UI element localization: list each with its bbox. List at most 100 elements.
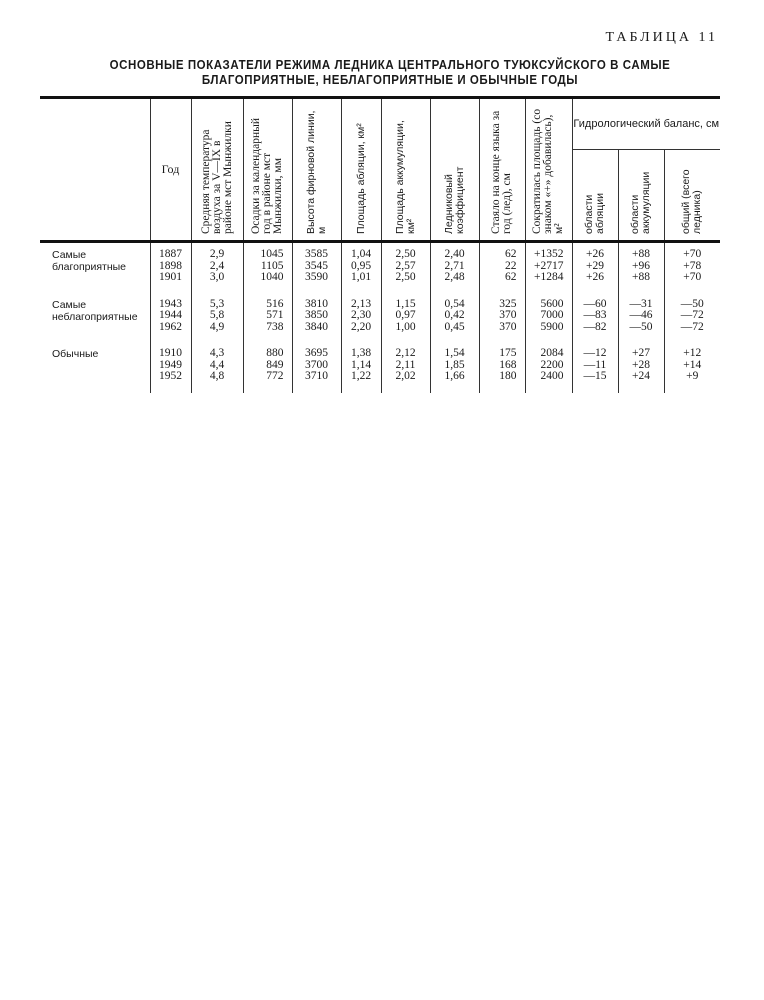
column-area-change: 2084 2200 2400 (524, 342, 573, 393)
cell-accum-area: 1,15 (395, 297, 416, 310)
cell-hydro-total: +12 (683, 347, 702, 359)
cell-hydro-accum: +88 (632, 271, 650, 283)
cell-hydro-ablation: +26 (586, 248, 604, 260)
cell-hydro-ablation: —82 (583, 320, 607, 333)
column-year: 1943 1944 1962 (149, 292, 192, 342)
cell-glacier-coef: 1,54 (444, 347, 465, 359)
column-year: 1910 1949 1952 (149, 342, 192, 393)
column-hydro-ablation: —12 —11 —15 (571, 342, 619, 393)
cell-hydro-total: +70 (683, 271, 702, 283)
cell-glacier-coef: 0,54 (444, 297, 465, 310)
cell-hydro-accum: +88 (632, 248, 650, 260)
cell-firn: 3810 (305, 297, 328, 310)
column-hydro-ablation: —60 —83 —82 (571, 292, 619, 342)
header-area-change: Сократилась площадь (со знаком «+» добав… (524, 97, 573, 242)
cell-glacier-coef: 0,42 (444, 309, 465, 321)
column-temp: 2,9 2,4 3,0 (190, 241, 244, 293)
cell-accum-area: 0,97 (395, 309, 416, 321)
cell-firn: 3585 (305, 248, 328, 260)
cell-precip: 1040 (260, 271, 284, 283)
cell-hydro-ablation: —15 (583, 370, 607, 382)
cell-hydro-total: +9 (686, 370, 699, 382)
cell-area-change: 2084 (540, 347, 564, 359)
header-temp: Средняя температура воздуха за V—IX в ра… (190, 97, 244, 242)
cell-hydro-accum: +96 (632, 259, 650, 272)
column-hydro-accum: —31 —46 —50 (617, 292, 665, 342)
cell-firn: 3840 (305, 320, 328, 333)
column-hydro-total: —50 —72 —72 (663, 292, 721, 342)
cell-hydro-total: +78 (683, 259, 702, 272)
cell-year: 1962 (159, 320, 182, 333)
cell-precip: 738 (266, 320, 284, 333)
cell-firn: 3700 (305, 358, 328, 371)
cell-hydro-accum: +28 (632, 358, 650, 371)
column-hydro-total: +12 +14 +9 (663, 342, 721, 393)
cell-area-change: +1284 (534, 271, 564, 283)
cell-glacier-coef: 0,45 (444, 320, 465, 333)
row-group-label: Самые благоприятные (40, 241, 151, 293)
column-accum-area: 1,15 0,97 1,00 (380, 292, 431, 342)
cell-glacier-coef: 2,71 (444, 259, 465, 272)
cell-hydro-total: —72 (680, 309, 704, 321)
cell-ablation-area: 2,30 (350, 309, 372, 321)
column-firn: 3810 3850 3840 (291, 292, 342, 342)
cell-temp: 2,4 (209, 259, 225, 272)
title-line-2: БЛАГОПРИЯТНЫЕ, НЕБЛАГОПРИЯТНЫЕ И ОБЫЧНЫЕ… (201, 73, 579, 87)
column-area-change: 5600 7000 5900 (524, 292, 573, 342)
column-ablation-area: 1,04 0,95 1,01 (340, 241, 382, 293)
cell-accum-area: 2,50 (395, 248, 416, 260)
cell-hydro-accum: —46 (629, 309, 653, 321)
cell-area-change: 5600 (540, 297, 564, 310)
cell-melted: 62 (505, 248, 517, 260)
table-row-group: Самые благоприятные 1887 1898 1901 2,9 2,4 3,0… (40, 241, 721, 293)
cell-temp: 3,0 (209, 271, 225, 283)
cell-melted: 370 (499, 309, 517, 321)
header-hydro-balance: Гидрологический баланс, см (571, 97, 721, 150)
header-category (40, 97, 151, 242)
cell-glacier-coef: 1,85 (444, 358, 465, 371)
cell-hydro-accum: —50 (629, 320, 653, 333)
cell-temp: 5,8 (209, 309, 225, 321)
cell-firn: 3590 (305, 271, 328, 283)
cell-ablation-area: 2,13 (350, 297, 372, 310)
header-precip: Осадки за календарный год в районе мст М… (242, 97, 293, 242)
cell-hydro-ablation: —12 (583, 347, 607, 359)
cell-ablation-area: 2,20 (350, 320, 372, 333)
cell-melted: 370 (499, 320, 517, 333)
cell-melted: 175 (499, 347, 517, 359)
header-hydro-accum: области аккумуляции (617, 149, 665, 242)
cell-glacier-coef: 1,66 (444, 370, 465, 382)
cell-firn: 3710 (305, 370, 328, 382)
cell-year: 1901 (159, 271, 182, 283)
cell-firn: 3695 (305, 347, 328, 359)
cell-year: 1943 (159, 297, 182, 310)
cell-temp: 4,9 (209, 320, 225, 333)
cell-accum-area: 2,11 (395, 358, 416, 371)
table-number: ТАБЛИЦА 11 (605, 30, 718, 45)
cell-hydro-accum: +27 (632, 347, 650, 359)
cell-precip: 1105 (260, 259, 284, 272)
cell-ablation-area: 0,95 (350, 259, 372, 272)
header-firn: Высота фирновой линии, м (291, 97, 342, 242)
header-hydro-total: общий (всего ледника) (663, 149, 721, 242)
cell-year: 1949 (159, 358, 182, 371)
column-hydro-accum: +27 +28 +24 (617, 342, 665, 393)
cell-temp: 4,3 (209, 347, 225, 359)
row-group-label: Обычные (40, 342, 151, 393)
glacier-regime-table: Год Средняя температура воздуха за V—IX … (40, 96, 721, 393)
cell-ablation-area: 1,14 (350, 358, 372, 371)
cell-hydro-total: +14 (683, 358, 702, 371)
table-row-group: Обычные 1910 1949 1952 4,3 4,4 4,8 880 849 772 369… (40, 342, 721, 393)
column-firn: 3585 3545 3590 (291, 241, 342, 293)
column-glacier-coef: 1,54 1,85 1,66 (429, 342, 480, 393)
cell-accum-area: 2,02 (395, 370, 416, 382)
cell-precip: 1045 (260, 248, 284, 260)
cell-hydro-accum: —31 (629, 297, 653, 310)
cell-accum-area: 2,12 (395, 347, 416, 359)
cell-precip: 772 (266, 370, 284, 382)
column-temp: 5,3 5,8 4,9 (190, 292, 244, 342)
cell-ablation-area: 1,04 (350, 248, 372, 260)
cell-area-change: +2717 (534, 259, 564, 272)
header-year: Год (149, 97, 192, 242)
header-melted: Стаяло на конце языка за год (лед), см (478, 97, 526, 242)
